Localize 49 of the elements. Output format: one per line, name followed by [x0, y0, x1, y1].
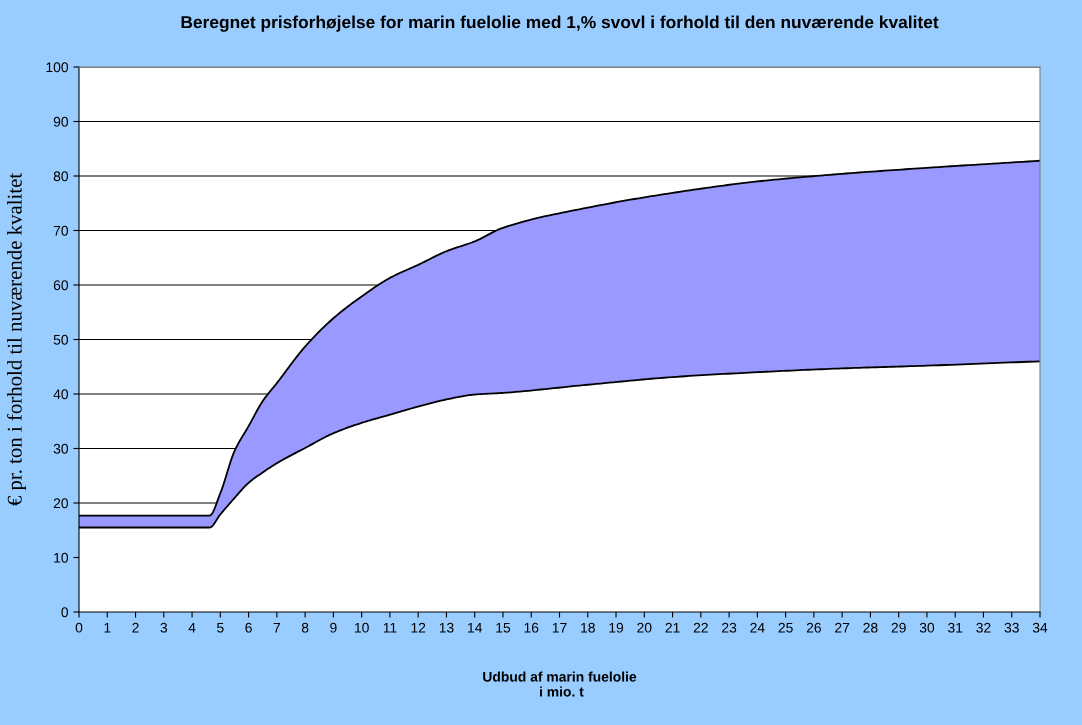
- x-tick-label: 15: [496, 622, 511, 633]
- x-tick-label: 7: [273, 622, 281, 633]
- x-tick-label: 18: [581, 622, 595, 633]
- x-axis-title: Udbud af marin fuelolie i mio. t: [483, 671, 637, 697]
- x-tick-label: 28: [863, 622, 878, 633]
- x-tick-label: 34: [1032, 622, 1048, 633]
- x-tick-label: 31: [948, 622, 963, 633]
- x-tick-label: 25: [778, 622, 793, 633]
- y-tick-label: 30: [53, 443, 69, 454]
- x-tick-label: 22: [693, 622, 708, 633]
- x-tick-label: 20: [637, 622, 652, 633]
- x-tick-label: 12: [411, 622, 426, 633]
- x-tick-label: 10: [354, 622, 369, 633]
- chart-title: Beregnet prisforhøjelse for marin fuelolie med 1,% svovl i forhold til den nuværende kvalitet: [181, 15, 939, 32]
- x-tick-label: 2: [132, 622, 139, 633]
- y-axis-title: € pr. ton i forhold til nuværende kvalitet: [6, 172, 26, 506]
- y-tick-label: 40: [53, 389, 69, 400]
- x-tick-label: 21: [665, 622, 680, 633]
- x-tick-label: 16: [524, 622, 539, 633]
- x-tick-label: 24: [750, 622, 765, 633]
- y-tick-label: 60: [53, 280, 69, 291]
- x-tick-label: 4: [188, 622, 196, 633]
- x-tick-label: 13: [439, 622, 454, 633]
- y-tick-label: 70: [53, 225, 69, 236]
- x-tick-label: 1: [104, 622, 111, 633]
- y-tick-label: 10: [54, 552, 69, 563]
- y-tick-label: 0: [61, 607, 69, 618]
- x-tick-label: 5: [217, 622, 224, 633]
- x-tick-label: 9: [330, 622, 337, 633]
- x-tick-label: 30: [919, 622, 935, 633]
- x-tick-label: 3: [160, 622, 168, 633]
- x-tick-label: 6: [245, 622, 252, 633]
- x-tick-label: 29: [891, 622, 906, 633]
- x-tick-label: 19: [609, 622, 624, 633]
- y-tick-label: 80: [53, 171, 69, 182]
- x-tick-label: 8: [301, 622, 309, 633]
- y-tick-label: 100: [46, 62, 69, 73]
- x-tick-label: 0: [75, 622, 83, 633]
- x-tick-label: 27: [835, 622, 850, 633]
- x-tick-label: 17: [552, 622, 567, 633]
- y-tick-label: 20: [53, 498, 69, 509]
- x-tick-label: 32: [976, 622, 991, 633]
- y-tick-label: 50: [53, 334, 69, 345]
- x-tick-label: 33: [1004, 622, 1019, 633]
- x-tick-label: 11: [383, 622, 397, 633]
- x-tick-label: 14: [468, 622, 483, 633]
- x-tick-label: 26: [806, 622, 821, 633]
- x-tick-label: 23: [722, 622, 737, 633]
- y-tick-label: 90: [53, 116, 69, 127]
